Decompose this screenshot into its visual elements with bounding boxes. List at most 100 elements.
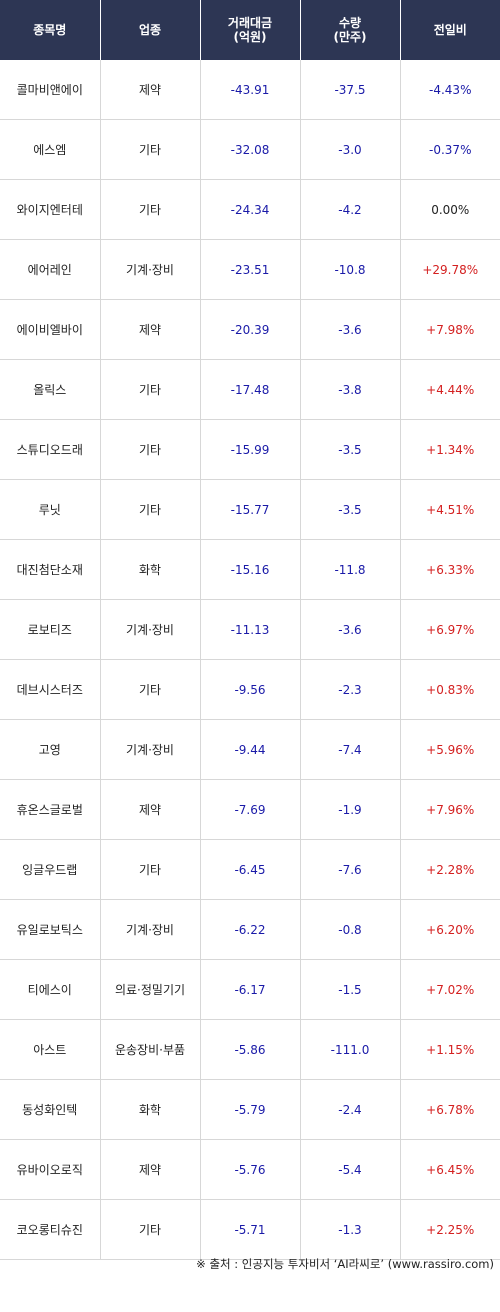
trade-amount-cell: -11.13 (200, 599, 301, 660)
trade-amount-cell: -6.17 (200, 959, 301, 1020)
change-rate-cell: +2.25% (400, 1199, 500, 1260)
volume-cell: -3.8 (300, 359, 401, 420)
stock-name-cell: 티에스이 (0, 959, 101, 1020)
sector-cell: 기타 (100, 479, 201, 540)
volume-cell: -1.9 (300, 779, 401, 840)
sector-cell: 제약 (100, 60, 201, 120)
trade-amount-cell: -15.77 (200, 479, 301, 540)
change-rate-cell: +7.96% (400, 779, 500, 840)
trade-amount-cell: -6.22 (200, 899, 301, 960)
table-row: 에어레인 기계·장비 -23.51 -10.8 +29.78% (0, 239, 500, 300)
volume-cell: -0.8 (300, 899, 401, 960)
stock-name-cell: 데브시스터즈 (0, 659, 101, 720)
table-row: 올릭스 기타 -17.48 -3.8 +4.44% (0, 359, 500, 420)
table-row: 에스엠 기타 -32.08 -3.0 -0.37% (0, 119, 500, 180)
sector-cell: 기계·장비 (100, 899, 201, 960)
volume-cell: -7.4 (300, 719, 401, 780)
sector-cell: 운송장비·부품 (100, 1019, 201, 1080)
volume-cell: -37.5 (300, 60, 401, 120)
stock-name-cell: 올릭스 (0, 359, 101, 420)
change-rate-cell: -0.37% (400, 119, 500, 180)
sector-cell: 기타 (100, 419, 201, 480)
change-rate-cell: +1.34% (400, 419, 500, 480)
change-rate-cell: +4.51% (400, 479, 500, 540)
table-row: 스튜디오드래 기타 -15.99 -3.5 +1.34% (0, 419, 500, 480)
stock-name-cell: 에스엠 (0, 119, 101, 180)
header-name: 종목명 (0, 0, 101, 60)
stock-name-cell: 콜마비앤에이 (0, 60, 101, 120)
stock-name-cell: 휴온스글로벌 (0, 779, 101, 840)
header-amount-line1: 거래대금 (227, 16, 273, 30)
volume-cell: -4.2 (300, 179, 401, 240)
header-amount-line2: (억원) (233, 30, 267, 44)
change-rate-cell: +4.44% (400, 359, 500, 420)
sector-cell: 화학 (100, 539, 201, 600)
trade-amount-cell: -5.79 (200, 1079, 301, 1140)
trade-amount-cell: -6.45 (200, 839, 301, 900)
volume-cell: -3.5 (300, 419, 401, 480)
table-row: 루닛 기타 -15.77 -3.5 +4.51% (0, 479, 500, 540)
change-rate-cell: +6.20% (400, 899, 500, 960)
sector-cell: 기타 (100, 659, 201, 720)
header-sector: 업종 (100, 0, 201, 60)
stock-name-cell: 로보티즈 (0, 599, 101, 660)
table-row: 티에스이 의료·정밀기기 -6.17 -1.5 +7.02% (0, 959, 500, 1020)
trade-amount-cell: -9.56 (200, 659, 301, 720)
table-row: 로보티즈 기계·장비 -11.13 -3.6 +6.97% (0, 599, 500, 660)
change-rate-cell: +1.15% (400, 1019, 500, 1080)
stock-name-cell: 대진첨단소재 (0, 539, 101, 600)
stock-name-cell: 유바이오로직 (0, 1139, 101, 1200)
table-row: 코오롱티슈진 기타 -5.71 -1.3 +2.25% (0, 1199, 500, 1260)
table-row: 데브시스터즈 기타 -9.56 -2.3 +0.83% (0, 659, 500, 720)
sector-cell: 화학 (100, 1079, 201, 1140)
trade-amount-cell: -15.16 (200, 539, 301, 600)
table-row: 에이비엘바이 제약 -20.39 -3.6 +7.98% (0, 299, 500, 360)
volume-cell: -3.6 (300, 299, 401, 360)
header-volume-line1: 수량 (338, 16, 362, 30)
volume-cell: -10.8 (300, 239, 401, 300)
change-rate-cell: +6.78% (400, 1079, 500, 1140)
sector-cell: 제약 (100, 779, 201, 840)
table-row: 유일로보틱스 기계·장비 -6.22 -0.8 +6.20% (0, 899, 500, 960)
volume-cell: -1.5 (300, 959, 401, 1020)
stock-name-cell: 유일로보틱스 (0, 899, 101, 960)
table-row: 잉글우드랩 기타 -6.45 -7.6 +2.28% (0, 839, 500, 900)
trade-amount-cell: -17.48 (200, 359, 301, 420)
sector-cell: 제약 (100, 299, 201, 360)
trade-amount-cell: -32.08 (200, 119, 301, 180)
table-row: 유바이오로직 제약 -5.76 -5.4 +6.45% (0, 1139, 500, 1200)
trade-amount-cell: -5.71 (200, 1199, 301, 1260)
sector-cell: 기타 (100, 359, 201, 420)
change-rate-cell: +7.98% (400, 299, 500, 360)
header-amount: 거래대금 (억원) (200, 0, 301, 60)
volume-cell: -2.4 (300, 1079, 401, 1140)
trade-amount-cell: -9.44 (200, 719, 301, 780)
volume-cell: -7.6 (300, 839, 401, 900)
trade-amount-cell: -7.69 (200, 779, 301, 840)
table-row: 콜마비앤에이 제약 -43.91 -37.5 -4.43% (0, 60, 500, 120)
stock-name-cell: 에어레인 (0, 239, 101, 300)
volume-cell: -3.0 (300, 119, 401, 180)
sector-cell: 의료·정밀기기 (100, 959, 201, 1020)
stock-name-cell: 코오롱티슈진 (0, 1199, 101, 1260)
table-row: 휴온스글로벌 제약 -7.69 -1.9 +7.96% (0, 779, 500, 840)
sector-cell: 제약 (100, 1139, 201, 1200)
sector-cell: 기타 (100, 119, 201, 180)
trade-amount-cell: -5.86 (200, 1019, 301, 1080)
volume-cell: -5.4 (300, 1139, 401, 1200)
header-volume: 수량 (만주) (300, 0, 401, 60)
sector-cell: 기계·장비 (100, 719, 201, 780)
trade-amount-cell: -15.99 (200, 419, 301, 480)
stock-name-cell: 아스트 (0, 1019, 101, 1080)
stock-name-cell: 동성화인텍 (0, 1079, 101, 1140)
trade-amount-cell: -23.51 (200, 239, 301, 300)
table-row: 아스트 운송장비·부품 -5.86 -111.0 +1.15% (0, 1019, 500, 1080)
stock-name-cell: 고영 (0, 719, 101, 780)
change-rate-cell: +5.96% (400, 719, 500, 780)
stock-name-cell: 잉글우드랩 (0, 839, 101, 900)
change-rate-cell: +2.28% (400, 839, 500, 900)
trade-amount-cell: -43.91 (200, 60, 301, 120)
table-row: 동성화인텍 화학 -5.79 -2.4 +6.78% (0, 1079, 500, 1140)
source-footer: ※ 출처 : 인공지능 투자비서 ‘AI라씨로’ (www.rassiro.co… (196, 1257, 494, 1271)
stock-table: 종목명 업종 거래대금 (억원) 수량 (만주) 전일비 콜마비앤에이 제약 -43… (0, 0, 500, 1260)
